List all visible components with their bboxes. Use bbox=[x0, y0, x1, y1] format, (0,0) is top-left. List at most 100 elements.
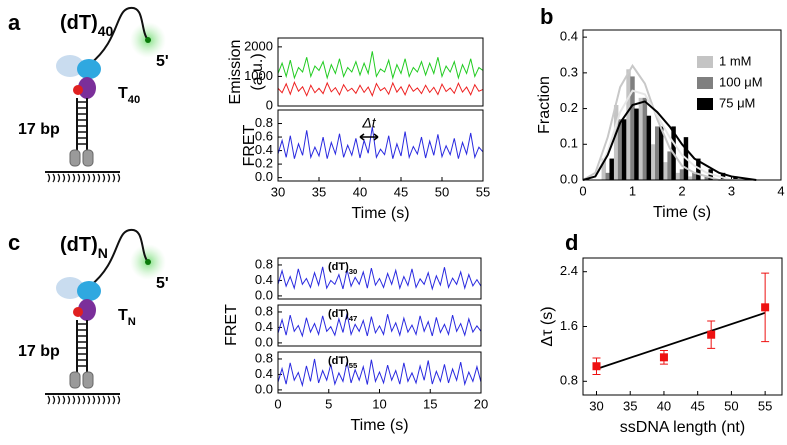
hatch bbox=[92, 173, 96, 183]
y-tick-label: 0.4 bbox=[255, 366, 273, 381]
end-label: 5' bbox=[156, 275, 169, 292]
annotation: (dT)55 bbox=[328, 355, 358, 370]
axes-frame bbox=[582, 257, 783, 396]
bar bbox=[679, 169, 685, 180]
hatch bbox=[77, 395, 81, 405]
x-axis-label: Time (s) bbox=[351, 205, 409, 222]
tail-label-sub: 40 bbox=[128, 94, 140, 106]
legend-label: 75 μM bbox=[719, 95, 755, 110]
trace bbox=[277, 81, 484, 97]
construct-title: (dT)N bbox=[60, 234, 108, 260]
end-label: 5' bbox=[156, 53, 169, 70]
hatch bbox=[87, 395, 91, 405]
construct-title-main: (dT) bbox=[60, 12, 98, 34]
x-tick-label: 4 bbox=[777, 183, 784, 198]
legend-swatch bbox=[697, 56, 713, 68]
trace bbox=[277, 126, 484, 160]
stem-label: 17 bp bbox=[18, 121, 60, 138]
panel-label: c bbox=[8, 230, 20, 255]
y-tick-label: 0.4 bbox=[255, 142, 273, 157]
y-tick-label: 0.3 bbox=[560, 64, 578, 79]
bar bbox=[675, 172, 681, 180]
y-tick-label: 0.6 bbox=[255, 128, 273, 143]
tail-label-main: T bbox=[118, 85, 128, 102]
y-tick-label: 0.4 bbox=[255, 319, 273, 334]
bar bbox=[646, 115, 652, 180]
bar bbox=[609, 158, 614, 180]
y-axis-label: Fraction bbox=[536, 76, 553, 134]
hatch bbox=[57, 395, 61, 405]
bar bbox=[617, 119, 623, 180]
x-axis-label: Time (s) bbox=[350, 417, 408, 434]
legend-swatch bbox=[697, 77, 713, 89]
stem-label: 17 bp bbox=[18, 343, 60, 360]
point bbox=[707, 330, 716, 339]
x-tick-label: 45 bbox=[690, 398, 704, 413]
ssdna-tail bbox=[89, 6, 149, 65]
axes-frame bbox=[582, 29, 782, 181]
x-tick-label: 15 bbox=[423, 396, 437, 411]
annotation-sub: 47 bbox=[349, 314, 358, 323]
acceptor bbox=[73, 85, 83, 95]
hatch bbox=[67, 173, 71, 183]
bar bbox=[630, 76, 635, 180]
y-tick-label: 0.1 bbox=[560, 136, 578, 151]
y-tick-label: 1000 bbox=[244, 68, 273, 83]
anchor bbox=[69, 149, 81, 167]
annotation: (dT)47 bbox=[328, 308, 357, 323]
trace bbox=[277, 313, 482, 338]
y-tick-label: 2000 bbox=[244, 38, 273, 53]
y-tick-label: 0.0 bbox=[255, 287, 273, 302]
x-tick-label: 55 bbox=[476, 184, 490, 199]
hatch bbox=[117, 173, 121, 183]
tail-label: T40 bbox=[118, 85, 140, 106]
x-tick-label: 5 bbox=[325, 396, 332, 411]
x-tick-label: 40 bbox=[657, 398, 671, 413]
x-tick-label: 0 bbox=[274, 396, 281, 411]
annotation-arrow bbox=[359, 133, 379, 141]
y-tick-label: 0.4 bbox=[560, 29, 578, 44]
bar bbox=[696, 158, 701, 180]
y-tick-label: 0.8 bbox=[255, 115, 273, 130]
panel-label: d bbox=[565, 230, 578, 255]
fluor-dot bbox=[145, 37, 151, 43]
legend-label: 1 mM bbox=[719, 53, 752, 68]
construct-title: (dT)40 bbox=[60, 12, 114, 38]
annotation-sub: 55 bbox=[349, 361, 358, 370]
y-axis-label: Emission bbox=[227, 40, 244, 105]
hatch bbox=[47, 173, 51, 183]
y-tick-label: 0.0 bbox=[255, 381, 273, 396]
annotation-main: (dT) bbox=[328, 355, 349, 367]
hatch bbox=[117, 395, 121, 405]
hatch bbox=[112, 395, 116, 405]
hatch bbox=[97, 173, 101, 183]
bar bbox=[704, 176, 709, 180]
hatch bbox=[82, 173, 86, 183]
point bbox=[592, 362, 601, 371]
protein-c bbox=[78, 77, 96, 99]
annotation-main: (dT) bbox=[328, 308, 349, 320]
legend-swatch bbox=[697, 98, 713, 110]
protein-a bbox=[56, 55, 84, 77]
construct-title-main: (dT) bbox=[60, 234, 98, 256]
x-axis-label: Time (s) bbox=[653, 204, 711, 221]
fit-line bbox=[596, 311, 766, 370]
point bbox=[761, 303, 770, 312]
x-tick-label: 1 bbox=[629, 183, 636, 198]
y-tick-label: 0.0 bbox=[255, 334, 273, 349]
axes-frame bbox=[277, 304, 482, 347]
annotation-sub: 30 bbox=[349, 267, 358, 276]
hatch bbox=[87, 173, 91, 183]
x-tick-label: 20 bbox=[474, 396, 488, 411]
protein-b bbox=[77, 281, 101, 301]
x-tick-label: 30 bbox=[589, 398, 603, 413]
hatch bbox=[52, 395, 56, 405]
x-tick-label: 2 bbox=[678, 183, 685, 198]
hatch bbox=[67, 395, 71, 405]
bar bbox=[692, 172, 697, 180]
bar bbox=[651, 144, 656, 180]
anchor bbox=[82, 149, 94, 167]
y-tick-label: 0.4 bbox=[255, 272, 273, 287]
